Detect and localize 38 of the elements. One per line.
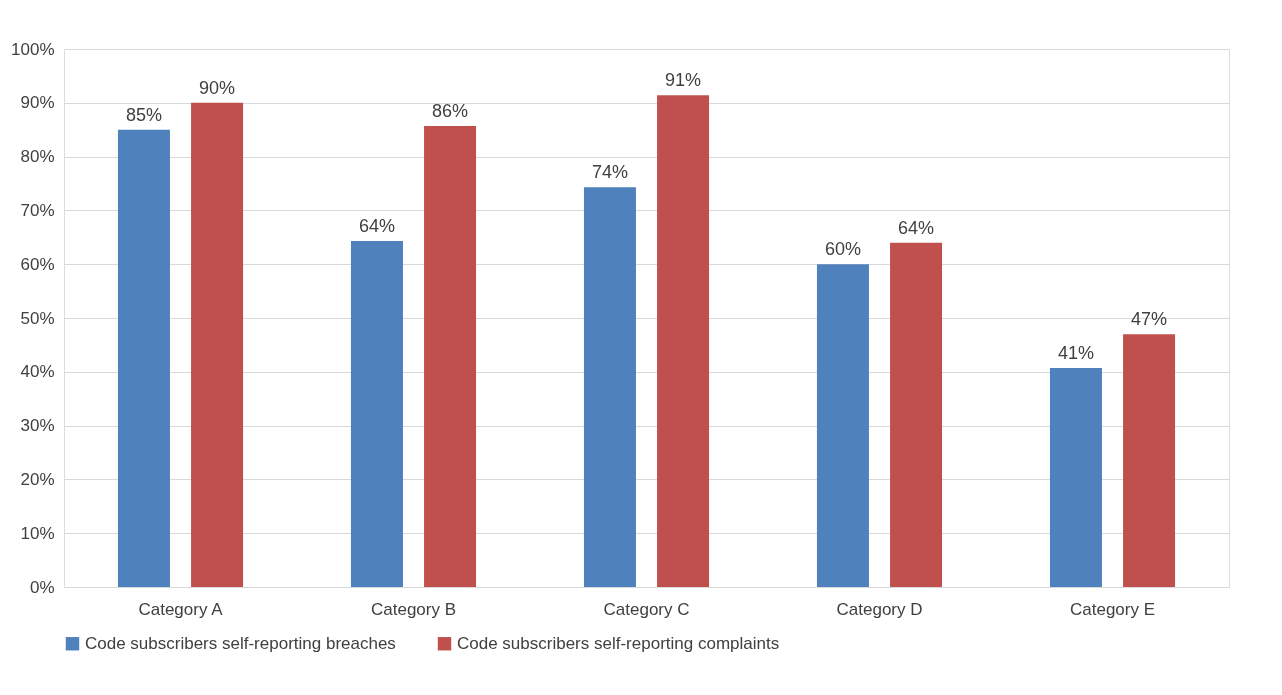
- y-tick-label: 90%: [20, 93, 55, 113]
- bar: [191, 102, 244, 587]
- bar: [117, 129, 170, 587]
- bar: [583, 187, 636, 587]
- x-tick-label: Category A: [138, 599, 224, 619]
- x-tick-label: Category C: [603, 599, 690, 619]
- y-tick-label: 100%: [11, 39, 55, 59]
- data-label: 60%: [824, 239, 861, 260]
- bar: [890, 242, 943, 587]
- legend-label: Code subscribers self-reporting complaints: [457, 633, 780, 653]
- data-label: 74%: [591, 162, 628, 183]
- x-tick-label: Category B: [370, 599, 457, 619]
- data-label: 47%: [1131, 309, 1168, 330]
- x-tick-label: Category E: [1069, 599, 1156, 619]
- data-label: 86%: [432, 100, 469, 121]
- data-label: 85%: [125, 104, 162, 125]
- bar: [816, 264, 869, 587]
- y-tick-label: 60%: [20, 254, 55, 274]
- bar: [1049, 368, 1102, 587]
- bar: [1123, 334, 1176, 587]
- data-label: 90%: [199, 77, 236, 98]
- y-tick-label: 80%: [20, 147, 55, 167]
- x-tick-label: Category D: [836, 599, 923, 619]
- y-tick-label: 30%: [20, 416, 55, 436]
- bar: [424, 125, 477, 587]
- y-tick-label: 40%: [20, 362, 55, 382]
- data-label: 64%: [898, 217, 935, 238]
- bar: [350, 241, 403, 587]
- y-tick-label: 0%: [29, 577, 55, 597]
- bar: [657, 95, 710, 587]
- legend-label: Code subscribers self-reporting breaches: [85, 633, 396, 653]
- y-tick-label: 20%: [20, 469, 55, 489]
- data-label: 91%: [665, 70, 702, 91]
- y-tick-label: 10%: [20, 523, 55, 543]
- data-label: 41%: [1057, 343, 1094, 364]
- y-tick-label: 50%: [20, 308, 55, 328]
- data-label: 64%: [358, 216, 395, 237]
- y-tick-label: 70%: [20, 200, 55, 220]
